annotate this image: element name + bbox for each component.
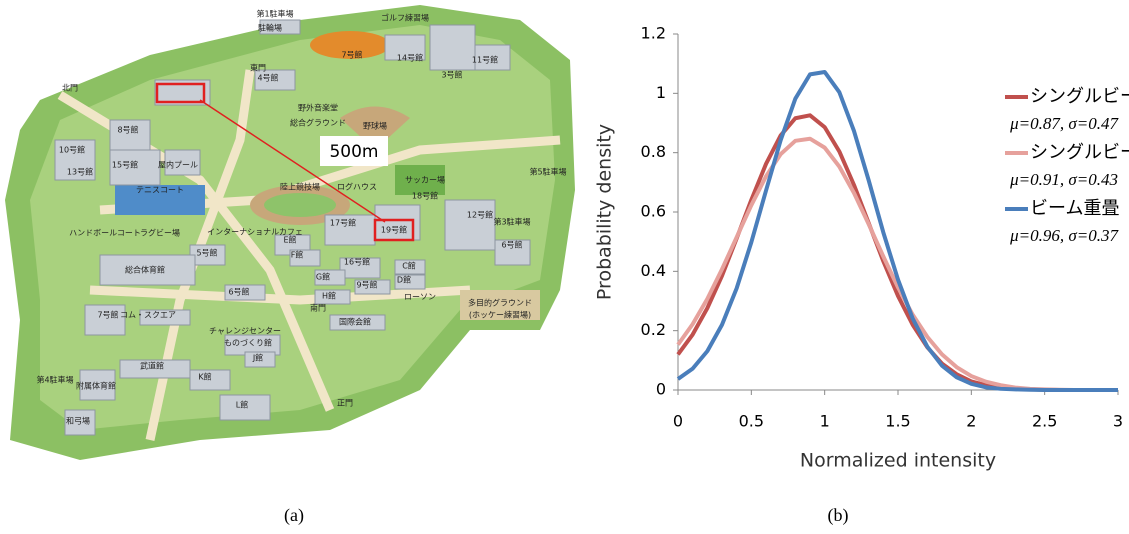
y-tick-label: 0.4 — [641, 261, 666, 280]
y-axis-label: Probability density — [594, 124, 616, 300]
map-label: (ホッケー練習場) — [469, 310, 531, 320]
map-label: 3号館 — [441, 70, 462, 80]
map-label: テニスコート — [136, 186, 184, 195]
map-label: 野外音楽堂 — [298, 103, 338, 113]
building — [430, 25, 475, 70]
map-label: 17号館 — [330, 218, 356, 228]
map-label: 7号館 — [97, 310, 118, 320]
map-label: 14号館 — [397, 53, 423, 63]
map-label: 多目的グラウンド — [468, 298, 532, 308]
map-label: 第4駐車場 — [36, 375, 73, 385]
map-label: 19号館 — [381, 225, 407, 235]
y-tick-label: 0 — [656, 380, 666, 399]
building — [445, 200, 495, 250]
x-tick-label: 2 — [966, 412, 976, 431]
legend-note: μ=0.91, σ=0.43 — [1009, 170, 1118, 189]
x-tick-label: 2.5 — [1032, 412, 1057, 431]
building — [85, 305, 125, 335]
y-tick-label: 0.6 — [641, 202, 666, 221]
map-label: ゴルフ練習場 — [381, 13, 429, 23]
map-label: 陸上競技場 — [280, 182, 320, 192]
x-tick-label: 0.5 — [739, 412, 764, 431]
map-label: D館 — [397, 275, 411, 285]
chart: 0 0.2 0.4 0.6 0.8 1 1.2 0 0.5 1 1.5 2 2.5 3 Normalized… — [594, 24, 1129, 472]
y-tick-label: 0.2 — [641, 320, 666, 339]
map-label: 15号館 — [112, 160, 138, 170]
map-label: ものづくり館 — [224, 338, 272, 348]
map-label: 6号館 — [228, 287, 249, 297]
map-label: 第1駐車場 — [256, 9, 293, 19]
map-label: 9号館 — [356, 280, 377, 290]
building — [110, 120, 150, 150]
figure: 500m 第1駐車場駐輪場 ゴルフ練習場東門4号館 7号館 14号館 3号館 11号館北門… — [0, 0, 1129, 534]
map-label: チャレンジセンター — [209, 327, 281, 336]
x-axis-label: Normalized intensity — [800, 450, 996, 472]
legend-note: μ=0.87, σ=0.47 — [1009, 114, 1119, 133]
map-label: ログハウス — [337, 182, 377, 192]
legend-label: シングルビーム 2 — [1030, 142, 1129, 163]
map-label: 正門 — [337, 399, 353, 408]
map-label: E館 — [283, 235, 296, 245]
y-tick-label: 1 — [656, 83, 666, 102]
x-tick-label: 0 — [673, 412, 683, 431]
map-label: 和弓場 — [66, 416, 90, 426]
legend-label: ビーム重畳 — [1030, 198, 1119, 219]
map-label: ローソン — [404, 293, 436, 302]
track-field — [264, 193, 336, 217]
panel-caption: (a) — [284, 505, 304, 526]
y-tick-label: 1.2 — [641, 24, 666, 43]
map-label: 東門 — [250, 63, 266, 73]
map-label: 16号館 — [344, 257, 370, 267]
map-label: K館 — [198, 372, 211, 382]
map-label: ハンドボールコート — [69, 229, 141, 238]
map-label: 第3駐車場 — [493, 217, 530, 227]
map-label: 5号館 — [196, 248, 217, 258]
scale-label: 500m — [329, 142, 378, 162]
map-label: 18号館 — [412, 191, 438, 201]
y-tick-label: 0.8 — [641, 142, 666, 161]
map-label: 総合体育館 — [125, 265, 165, 275]
map-label: 総合グラウンド — [290, 118, 346, 128]
map-label: 6号館 — [501, 240, 522, 250]
x-tick-label: 3 — [1113, 412, 1123, 431]
map-label: サッカー場 — [405, 175, 445, 185]
map-label: L館 — [236, 400, 248, 410]
map-label: 南門 — [310, 303, 326, 313]
map-label: 第5駐車場 — [529, 167, 566, 177]
map-label: 駐輪場 — [258, 23, 282, 33]
x-tick-label: 1 — [820, 412, 830, 431]
map-label: H館 — [322, 291, 336, 301]
panel-caption: (b) — [828, 505, 849, 526]
legend-label: シングルビーム 1 — [1030, 86, 1129, 107]
map-label: 武道館 — [140, 361, 164, 371]
map-label: 附属体育館 — [76, 381, 116, 391]
map-label: 13号館 — [67, 167, 93, 177]
map-label: J館 — [252, 353, 263, 363]
legend-note: μ=0.96, σ=0.37 — [1009, 226, 1119, 245]
map-label: G館 — [316, 272, 330, 282]
map-label: 屋内プール — [158, 160, 198, 170]
map-label: ラグビー場 — [140, 228, 180, 238]
map-label: C館 — [402, 261, 416, 271]
map-label: F館 — [291, 250, 304, 260]
map-label: コム・スクエア — [120, 311, 176, 320]
map-label: 10号館 — [59, 145, 85, 155]
map-label: 11号館 — [472, 55, 498, 65]
map-label: 北門 — [62, 84, 78, 93]
map-label: 7号館 — [341, 50, 362, 60]
map-label: 4号館 — [257, 73, 278, 83]
map-label: 8号館 — [117, 125, 138, 135]
x-tick-label: 1.5 — [885, 412, 910, 431]
map-label: 野球場 — [363, 121, 387, 131]
map-label: 国際会館 — [339, 317, 371, 327]
map-label: 12号館 — [467, 210, 493, 220]
